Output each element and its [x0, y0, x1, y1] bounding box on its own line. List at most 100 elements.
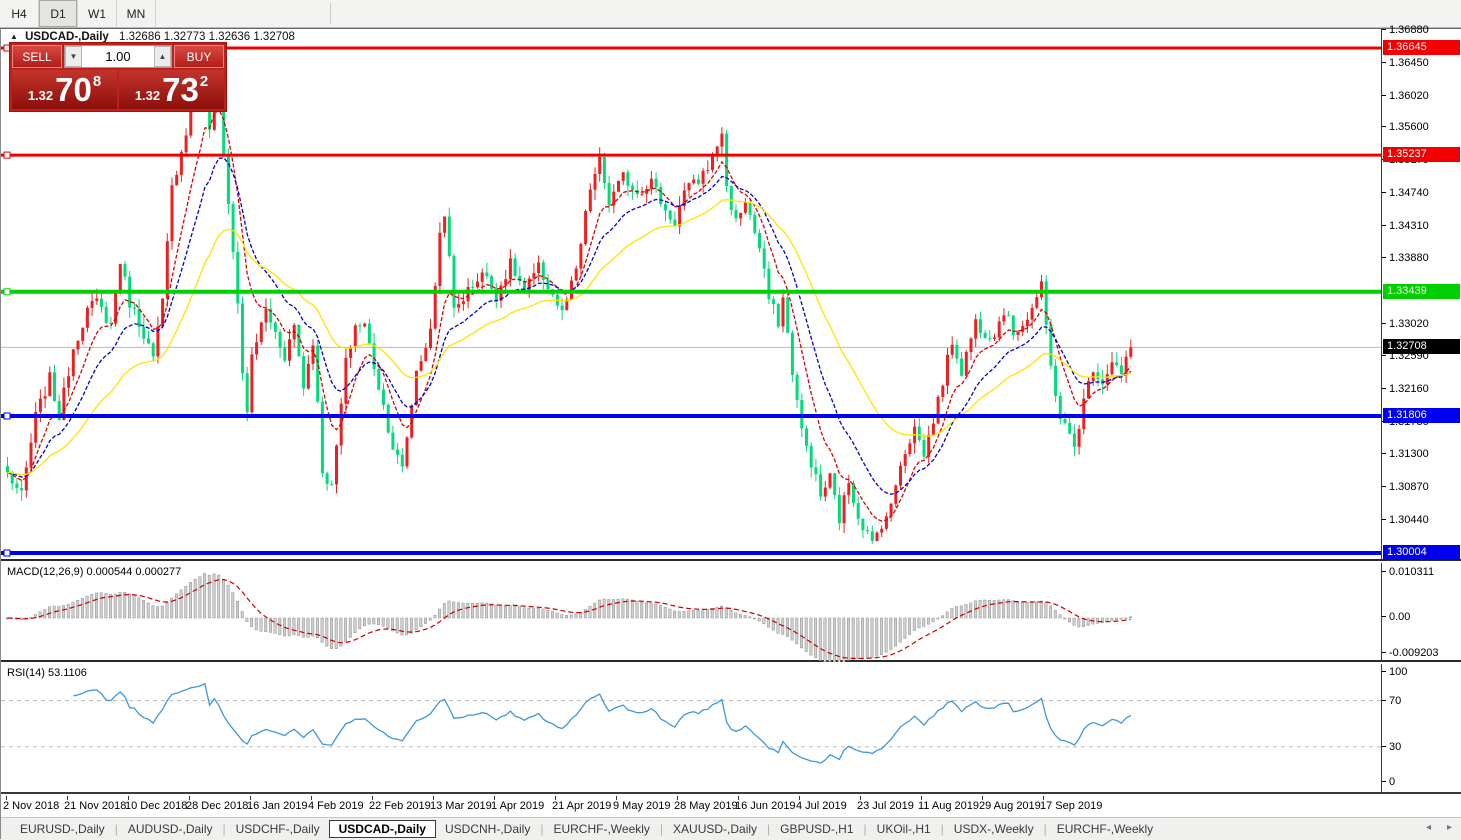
tab-separator: |: [222, 822, 226, 836]
date-tick-mark: [860, 796, 861, 800]
date-tick-label: 2 Nov 2018: [3, 800, 60, 812]
date-tick-label: 4 Feb 2019: [308, 800, 364, 812]
price-tick-label: 1.34310: [1382, 220, 1429, 232]
date-tick-label: 28 Dec 2018: [186, 800, 249, 812]
date-tick-mark: [677, 796, 678, 800]
rsi-tick-label: 30: [1381, 741, 1402, 753]
chart-ohlc-values: 1.32686 1.32773 1.32636 1.32708: [119, 31, 295, 43]
rsi-tick-label: 0: [1381, 776, 1396, 788]
date-tick-mark: [372, 796, 373, 800]
sell-button[interactable]: SELL: [12, 45, 62, 68]
rsi-scale-axis[interactable]: 100 70 30 0: [1381, 664, 1461, 792]
date-tick-label: 17 Sep 2019: [1040, 800, 1103, 812]
date-tick-mark: [67, 796, 68, 800]
price-chart-canvas[interactable]: [1, 29, 1381, 561]
date-tick-mark: [738, 796, 739, 800]
chart-tab-ukoil-h1[interactable]: UKOil-,H1: [876, 822, 931, 836]
tab-separator: |: [1043, 822, 1047, 836]
price-tick-label: 1.33020: [1382, 318, 1429, 330]
volume-decrease-icon[interactable]: ▼: [65, 46, 82, 67]
price-tick-label: 1.30870: [1382, 481, 1429, 493]
tab-separator: |: [540, 822, 544, 836]
chart-tab-usdx-weekly[interactable]: USDX-,Weekly: [953, 822, 1034, 836]
chart-tab-eurusd-daily[interactable]: EURUSD-,Daily: [20, 822, 105, 836]
buy-price-big: 73: [162, 70, 199, 108]
tab-separator: |: [767, 822, 771, 836]
tab-separator: |: [863, 822, 867, 836]
price-tick-label: 1.34740: [1382, 187, 1429, 199]
chart-tab-eurchf-weekly[interactable]: EURCHF-,Weekly: [1056, 822, 1154, 836]
date-tick-mark: [616, 796, 617, 800]
date-tick-mark: [6, 796, 7, 800]
chart-tab-eurchf-weekly[interactable]: EURCHF-,Weekly: [553, 822, 650, 836]
macd-indicator-label: MACD(12,26,9) 0.000544 0.000277: [7, 566, 182, 578]
collapse-arrow-icon[interactable]: ▲: [10, 32, 18, 41]
price-scale-axis[interactable]: 1.368801.364501.360201.356001.351701.347…: [1381, 24, 1461, 560]
level-price-badge: 1.33439: [1383, 284, 1460, 299]
timeframe-button-h4[interactable]: H4: [0, 0, 39, 27]
date-tick-label: 10 Dec 2018: [125, 800, 188, 812]
macd-pane: MACD(12,26,9) 0.000544 0.000277 0.010311…: [1, 563, 1461, 662]
date-tick-label: 28 May 2019: [674, 800, 738, 812]
chart-window: 1.368801.364501.360201.356001.351701.347…: [0, 24, 1461, 840]
sell-price-button[interactable]: 1.32 70 8: [12, 70, 117, 109]
price-tick-label: 1.35600: [1382, 121, 1429, 133]
tab-separator: |: [940, 822, 944, 836]
chart-tab-xauusd-daily[interactable]: XAUUSD-,Daily: [673, 822, 758, 836]
tab-separator: |: [114, 822, 118, 836]
rsi-tick-label: 70: [1381, 695, 1402, 707]
price-tick-label: 1.36880: [1382, 24, 1429, 36]
tab-separator: |: [659, 822, 664, 836]
chart-tab-gbpusd-h1[interactable]: GBPUSD-,H1: [780, 822, 854, 836]
level-price-badge: 1.30004: [1383, 545, 1460, 560]
one-click-trade-panel: SELL ▼ 1.00 ▲ BUY 1.32 70 8 1.32 73 2: [9, 42, 227, 112]
macd-scale-axis[interactable]: 0.010311 0.00 -0.009203: [1381, 563, 1461, 660]
rsi-tick-label: 100: [1381, 666, 1408, 678]
date-tick-label: 16 Jun 2019: [735, 800, 796, 812]
volume-value[interactable]: 1.00: [105, 49, 131, 64]
macd-chart-canvas[interactable]: [1, 563, 1381, 662]
date-tick-label: 29 Aug 2019: [979, 800, 1041, 812]
level-price-badge: 1.36645: [1383, 40, 1460, 55]
chart-tab-audusd-daily[interactable]: AUDUSD-,Daily: [127, 822, 213, 836]
chart-tab-bar: EURUSD-,Daily | AUDUSD-,Daily | USDCHF-,Dail…: [1, 817, 1461, 840]
date-tick-mark: [311, 796, 312, 800]
timeframe-button-w1[interactable]: W1: [78, 0, 117, 27]
chart-symbol-label: USDCAD-,Daily: [25, 31, 109, 43]
date-tick-mark: [250, 796, 251, 800]
date-tick-mark: [982, 796, 983, 800]
chart-tab-usdchf-daily[interactable]: USDCHF-,Daily: [235, 822, 320, 836]
date-tick-mark: [555, 796, 556, 800]
toolbar-separator: [330, 3, 331, 24]
tab-scroll-left-icon[interactable]: ◂: [1425, 822, 1431, 833]
chart-tab-usdcnh-daily[interactable]: USDCNH-,Daily: [444, 822, 531, 836]
sell-price-big: 70: [55, 70, 92, 108]
date-tick-label: 9 May 2019: [613, 800, 671, 812]
buy-button[interactable]: BUY: [174, 45, 224, 68]
volume-increase-icon[interactable]: ▲: [154, 46, 171, 67]
buy-price-prefix: 1.32: [134, 88, 161, 103]
price-tick-label: 1.32160: [1382, 383, 1429, 395]
tab-scroll-right-icon[interactable]: ▸: [1446, 822, 1452, 833]
timeframe-button-d1[interactable]: D1: [39, 0, 78, 27]
date-tick-label: 16 Jan 2019: [247, 800, 308, 812]
date-tick-label: 22 Feb 2019: [369, 800, 431, 812]
sell-price-prefix: 1.32: [27, 88, 54, 103]
rsi-chart-canvas[interactable]: [1, 664, 1381, 794]
date-tick-mark: [1043, 796, 1044, 800]
date-tick-label: 4 Jul 2019: [796, 800, 847, 812]
timeframe-button-mn[interactable]: MN: [117, 0, 156, 27]
price-tick-label: 1.33880: [1382, 252, 1429, 264]
price-tick-label: 1.36020: [1382, 90, 1429, 102]
date-tick-label: 21 Nov 2018: [64, 800, 127, 812]
buy-price-button[interactable]: 1.32 73 2: [119, 70, 224, 109]
timeframe-toolbar: H4 D1 W1 MN: [0, 0, 1461, 28]
date-axis[interactable]: 2 Nov 2018 21 Nov 2018 10 Dec 2018 28 Dec 2…: [1, 796, 1461, 816]
date-tick-mark: [189, 796, 190, 800]
current-price-badge: 1.32708: [1383, 339, 1460, 354]
chart-tab-usdcad-daily[interactable]: USDCAD-,Daily: [328, 820, 436, 838]
macd-tick-label: 0.010311: [1381, 566, 1435, 578]
date-tick-label: 21 Apr 2019: [552, 800, 612, 812]
macd-tick-label: -0.009203: [1382, 647, 1439, 659]
rsi-pane: RSI(14) 53.1106 100 70 30 0: [1, 664, 1461, 794]
